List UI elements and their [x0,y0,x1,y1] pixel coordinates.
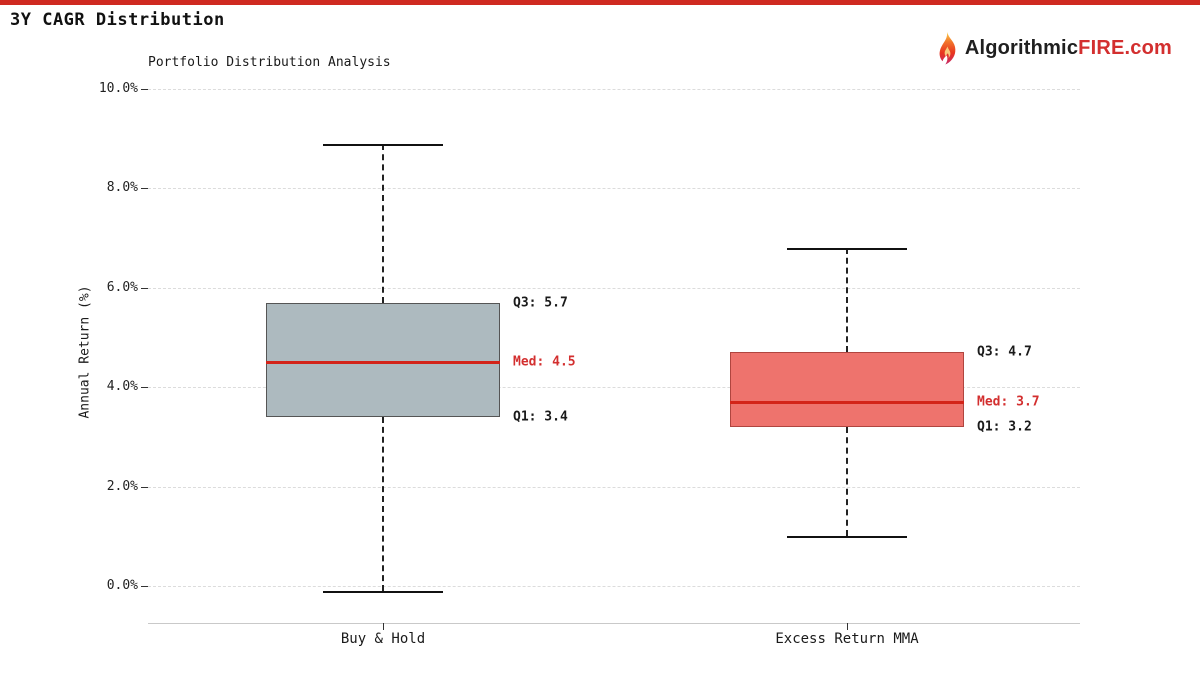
brand-text: AlgorithmicFIRE.com [965,37,1172,60]
gridline [148,89,1080,90]
y-tick-mark [141,188,148,190]
x-tick-label-buy-hold: Buy & Hold [340,631,426,647]
gridline [148,287,1080,289]
y-tick-mark [141,89,148,90]
y-tick-label: 6.0% [106,279,138,295]
brand-logo[interactable]: AlgorithmicFIRE.com [934,31,1172,65]
whisker-lower-buy-hold [382,417,384,591]
whisker-cap-low-buy-hold [323,590,443,593]
x-tick-label-excess-return-mma: Excess Return MMA [775,631,919,647]
top-accent-bar [0,0,1200,5]
median-label-buy-hold: Med: 4.5 [513,354,576,370]
brand-text-suffix: .com [1124,36,1172,59]
whisker-upper-excess-return-mma [846,248,848,353]
brand-text-fire: FIRE [1078,36,1125,59]
y-tick-label: 0.0% [106,578,138,593]
median-label-excess-return-mma: Med: 3.7 [977,394,1040,410]
y-tick-mark [141,387,148,389]
x-axis-line [148,623,1080,624]
y-tick-mark [141,486,148,488]
box-excess-return-mma [730,352,964,427]
q3-label-excess-return-mma: Q3: 4.7 [977,344,1032,360]
gridline [148,586,1080,587]
q1-label-buy-hold: Q1: 3.4 [513,409,568,425]
brand-text-prefix: Algorithmic [964,36,1079,59]
x-tick-mark-buy-hold [383,623,384,630]
whisker-lower-excess-return-mma [846,426,848,537]
q3-label-buy-hold: Q3: 5.7 [513,295,568,311]
flame-icon [934,31,960,65]
chart-subtitle: Portfolio Distribution Analysis [148,55,391,70]
gridline [148,188,1080,190]
box-buy-hold [266,302,500,417]
whisker-cap-low-excess-return-mma [787,536,907,539]
y-tick-label: 4.0% [106,379,138,395]
whisker-cap-high-excess-return-mma [787,248,907,251]
y-tick-label: 2.0% [106,478,138,494]
y-tick-mark [141,586,148,587]
q1-label-excess-return-mma: Q1: 3.2 [977,419,1032,435]
x-tick-mark-excess-return-mma [847,623,848,630]
median-line-excess-return-mma [730,400,964,404]
median-line-buy-hold [266,360,500,364]
y-tick-label: 8.0% [106,180,138,196]
gridline [148,486,1080,488]
page-title: 3Y CAGR Distribution [10,10,225,30]
y-tick-mark [141,287,148,289]
y-tick-label: 10.0% [98,81,138,96]
whisker-cap-high-buy-hold [323,143,443,146]
whisker-upper-buy-hold [382,143,384,303]
gridline [148,387,1080,389]
